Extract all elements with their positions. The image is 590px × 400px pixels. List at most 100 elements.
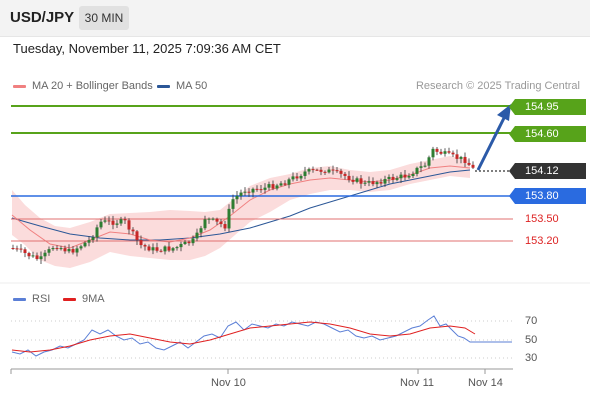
candle-body	[287, 179, 291, 185]
candle-body	[459, 156, 463, 159]
rsi-axis-50: 50	[525, 334, 538, 346]
ma20-swatch	[13, 84, 26, 88]
candle-body	[443, 151, 447, 154]
candle-body	[151, 247, 155, 251]
candle-body	[159, 250, 163, 252]
candle-body	[47, 249, 51, 253]
candle-body	[167, 246, 171, 251]
x-label-nov14: Nov 14	[468, 377, 503, 389]
candle-body	[115, 223, 119, 225]
candle-body	[163, 246, 167, 252]
chart-timestamp: Tuesday, November 11, 2025 7:09:36 AM CE…	[13, 41, 281, 56]
candle-body	[15, 248, 19, 250]
candle-body	[119, 219, 123, 224]
candle-body	[343, 173, 347, 176]
candle-body	[19, 248, 23, 250]
candle-body	[35, 255, 39, 260]
legend-rsi: RSI	[13, 293, 50, 305]
rsi-ma-swatch	[63, 297, 76, 301]
candle-body	[407, 175, 411, 178]
candle-body	[51, 248, 55, 250]
candle-body	[255, 188, 259, 190]
candle-body	[327, 169, 331, 173]
candle-body	[83, 242, 87, 247]
candle-body	[375, 182, 379, 185]
candle-body	[147, 246, 151, 251]
candle-body	[43, 252, 47, 257]
candle-body	[419, 166, 423, 168]
candle-body	[215, 218, 219, 222]
candle-body	[99, 221, 103, 228]
candle-body	[183, 241, 187, 244]
candle-body	[87, 240, 91, 243]
candle-body	[383, 179, 387, 184]
rsi-ma-label: 9MA	[82, 293, 105, 305]
x-label-nov10: Nov 10	[211, 377, 246, 389]
candle-body	[371, 181, 375, 185]
forecast-arrow	[476, 115, 507, 171]
candle-body	[75, 248, 79, 253]
rsi-axis-70: 70	[525, 315, 538, 327]
candle-body	[431, 148, 435, 158]
candle-body	[203, 219, 207, 229]
ma50-label: MA 50	[176, 80, 208, 92]
candle-body	[427, 157, 431, 166]
candle-body	[91, 237, 95, 241]
candle-body	[127, 220, 131, 230]
candle-body	[423, 165, 427, 167]
rsi-label: RSI	[32, 293, 51, 305]
candle-body	[435, 148, 439, 152]
top-bar: USD/JPY 30 MIN	[0, 0, 590, 37]
candle-body	[235, 195, 239, 200]
timeframe-button[interactable]: 30 MIN	[79, 6, 129, 30]
candle-body	[247, 191, 251, 193]
candle-body	[411, 173, 415, 176]
candle-body	[271, 184, 275, 189]
candle-body	[291, 176, 295, 180]
candle-body	[331, 169, 335, 171]
candle-body	[299, 175, 303, 179]
candlesticks	[11, 146, 475, 264]
candle-body	[307, 169, 311, 172]
ma20-label: MA 20 + Bollinger Bands	[32, 80, 153, 92]
candle-body	[259, 189, 263, 191]
candle-body	[267, 184, 271, 188]
candle-body	[363, 182, 367, 184]
candle-body	[195, 232, 199, 239]
candle-body	[367, 181, 371, 183]
candle-body	[59, 248, 63, 250]
candle-body	[355, 178, 359, 182]
candle-body	[23, 249, 27, 254]
candle-body	[359, 178, 363, 184]
candle-body	[79, 246, 83, 249]
candle-body	[415, 167, 419, 174]
level-tag-154-95: 154.95	[509, 99, 586, 115]
candle-body	[207, 218, 211, 220]
candle-body	[455, 154, 459, 159]
candle-body	[243, 191, 247, 193]
candle-body	[211, 218, 215, 220]
candle-body	[123, 219, 127, 221]
candle-body	[199, 228, 203, 233]
x-label-nov11: Nov 11	[400, 377, 435, 389]
candle-body	[155, 247, 159, 251]
candle-body	[403, 174, 407, 178]
candle-body	[71, 249, 75, 253]
candle-body	[339, 170, 343, 174]
candle-body	[107, 220, 111, 222]
rsi-axis-30: 30	[525, 352, 538, 364]
candle-body	[239, 192, 243, 196]
candle-body	[379, 182, 383, 184]
candle-body	[31, 255, 35, 257]
rsi-line	[11, 315, 512, 357]
candle-body	[399, 174, 403, 179]
forecast-arrowhead	[497, 104, 511, 121]
legend-ma50: MA 50	[157, 80, 207, 92]
candle-body	[11, 248, 15, 249]
candle-body	[347, 175, 351, 180]
candle-body	[251, 188, 255, 193]
legend-ma20: MA 20 + Bollinger Bands	[13, 80, 153, 92]
candle-body	[279, 183, 283, 186]
candle-body	[103, 220, 107, 222]
